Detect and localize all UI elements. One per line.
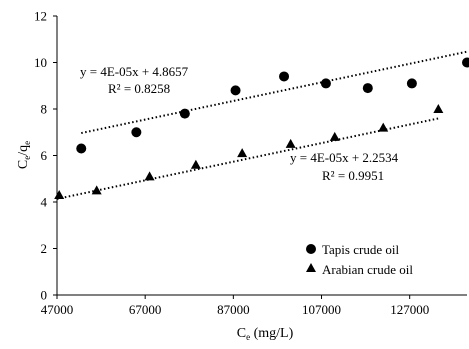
r2-tapis: R² = 0.8258 bbox=[108, 81, 170, 96]
r2-arabian: R² = 0.9951 bbox=[322, 168, 384, 183]
equation-arabian: y = 4E-05x + 2.2534 bbox=[290, 150, 399, 165]
data-points bbox=[54, 57, 469, 200]
point-arabian bbox=[433, 104, 444, 113]
point-tapis bbox=[462, 57, 469, 68]
y-tick-label: 0 bbox=[41, 288, 48, 303]
y-tick-label: 8 bbox=[41, 102, 48, 117]
point-arabian bbox=[91, 185, 102, 195]
point-tapis bbox=[362, 83, 373, 94]
x-tick-labels: 47000 67000 87000 107000 127000 bbox=[41, 302, 429, 317]
x-tick-label: 67000 bbox=[129, 302, 162, 317]
point-tapis bbox=[76, 143, 87, 154]
axes bbox=[53, 15, 467, 299]
point-arabian bbox=[144, 171, 155, 181]
x-tick-label: 107000 bbox=[302, 302, 341, 317]
point-arabian bbox=[329, 131, 340, 141]
point-arabian bbox=[54, 190, 65, 200]
trendline-arabian bbox=[56, 117, 439, 200]
y-tick-label: 2 bbox=[41, 241, 48, 256]
y-tick-label: 10 bbox=[34, 55, 47, 70]
point-tapis bbox=[406, 78, 417, 89]
point-tapis bbox=[279, 71, 290, 82]
legend: Tapis crude oil Arabian crude oil bbox=[306, 242, 413, 277]
y-tick-labels: 0 2 4 6 8 10 12 bbox=[34, 9, 48, 303]
legend-label-arabian: Arabian crude oil bbox=[322, 262, 413, 277]
x-tick-label: 47000 bbox=[41, 302, 74, 317]
point-arabian bbox=[190, 159, 201, 169]
point-tapis bbox=[320, 78, 331, 89]
equation-tapis: y = 4E-05x + 4.8657 bbox=[80, 64, 189, 79]
trendlines bbox=[56, 50, 468, 200]
y-axis-label: Ce/qe bbox=[16, 141, 32, 169]
point-tapis bbox=[230, 85, 241, 96]
point-tapis bbox=[131, 127, 142, 138]
legend-marker-tapis bbox=[306, 244, 316, 254]
point-tapis bbox=[179, 108, 190, 119]
x-axis-label: Ce (mg/L) bbox=[237, 326, 294, 342]
y-tick-label: 12 bbox=[34, 9, 47, 24]
trendline-tapis bbox=[81, 50, 468, 135]
point-arabian bbox=[378, 122, 389, 132]
legend-marker-arabian bbox=[306, 263, 316, 272]
x-tick-label: 87000 bbox=[217, 302, 250, 317]
y-tick-label: 4 bbox=[41, 195, 48, 210]
point-arabian bbox=[285, 138, 296, 148]
y-tick-label: 6 bbox=[41, 148, 48, 163]
point-arabian bbox=[237, 148, 248, 158]
x-tick-label: 127000 bbox=[390, 302, 429, 317]
legend-label-tapis: Tapis crude oil bbox=[322, 242, 399, 257]
